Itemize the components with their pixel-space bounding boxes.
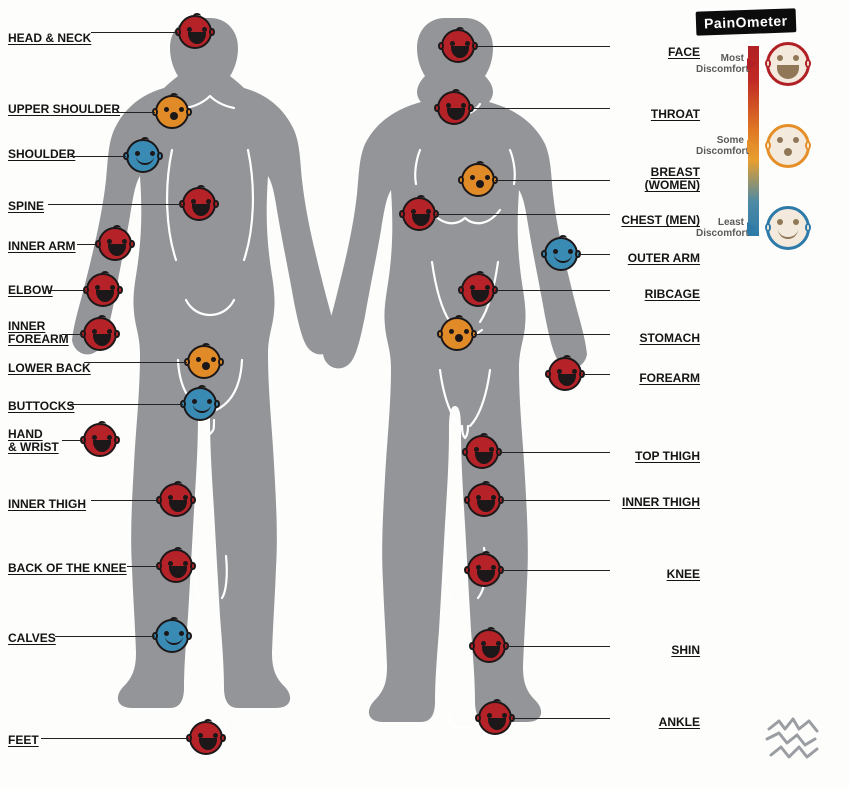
leader-line-inner-thigh-b: [91, 500, 159, 501]
label-stomach: STOMACH: [640, 332, 700, 345]
leader-line-ribcage: [495, 290, 610, 291]
label-inner-forearm: INNERFOREARM: [8, 320, 69, 346]
pain-marker-feet: [189, 721, 223, 755]
legend-row-red: MostDiscomfort: [696, 42, 810, 86]
label-knee: KNEE: [667, 568, 700, 581]
pain-marker-inner-forearm: [83, 317, 117, 351]
pain-marker-back-knee: [159, 549, 193, 583]
label-spine: SPINE: [8, 200, 44, 213]
leader-line-calves: [55, 636, 155, 637]
pain-marker-knee: [467, 553, 501, 587]
pain-marker-head-neck: [178, 15, 212, 49]
pain-marker-calves: [155, 619, 189, 653]
label-shin: SHIN: [671, 644, 700, 657]
leader-line-elbow: [48, 290, 86, 291]
leader-line-inner-arm: [77, 244, 98, 245]
leader-line-face: [475, 46, 610, 47]
pain-marker-outer-arm: [544, 237, 578, 271]
pain-marker-inner-thigh-b: [159, 483, 193, 517]
leader-line-inner-thigh-f: [501, 500, 610, 501]
leader-line-head-neck: [91, 32, 178, 33]
legend-face-blue: [766, 206, 810, 250]
label-inner-thigh-b: INNER THIGH: [8, 498, 86, 511]
leader-line-throat: [471, 108, 610, 109]
label-breast: BREAST(WOMEN): [645, 166, 700, 192]
pain-marker-buttocks: [183, 387, 217, 421]
leader-line-breast: [495, 180, 610, 181]
pain-marker-face: [441, 29, 475, 63]
pain-marker-inner-thigh-f: [467, 483, 501, 517]
pain-marker-inner-arm: [98, 227, 132, 261]
label-shoulder: SHOULDER: [8, 148, 75, 161]
pain-marker-spine: [182, 187, 216, 221]
label-inner-thigh-f: INNER THIGH: [622, 496, 700, 509]
legend-row-orange: SomeDiscomfort: [696, 124, 810, 168]
label-ribcage: RIBCAGE: [645, 288, 700, 301]
leader-line-shin: [506, 646, 610, 647]
label-head-neck: HEAD & NECK: [8, 32, 91, 45]
leader-line-inner-forearm: [62, 334, 83, 335]
leader-line-ankle: [512, 718, 610, 719]
legend-title: PainOmeter: [696, 8, 796, 35]
label-forearm: FOREARM: [639, 372, 700, 385]
pain-marker-chest: [402, 197, 436, 231]
legend-row-blue: LeastDiscomfort: [696, 206, 810, 250]
pain-legend: PainOmeter MostDiscomfortSomeDiscomfortL…: [696, 10, 831, 34]
label-throat: THROAT: [651, 108, 700, 121]
leader-line-chest: [436, 214, 610, 215]
label-chest: CHEST (MEN): [621, 214, 700, 227]
leader-line-outer-arm: [578, 254, 610, 255]
pain-marker-shin: [472, 629, 506, 663]
leader-line-hand-wrist: [62, 440, 83, 441]
leader-line-feet: [41, 738, 189, 739]
pain-marker-upper-shoulder: [155, 95, 189, 129]
label-ankle: ANKLE: [659, 716, 700, 729]
leader-line-shoulder: [70, 156, 126, 157]
pain-marker-breast: [461, 163, 495, 197]
label-top-thigh: TOP THIGH: [635, 450, 700, 463]
label-buttocks: BUTTOCKS: [8, 400, 74, 413]
pain-marker-stomach: [440, 317, 474, 351]
diagram-canvas: HEAD & NECK UPPER SHOULDER SHOULDER SPINE IN…: [0, 0, 849, 788]
pain-marker-ribcage: [461, 273, 495, 307]
watermark-logo: [761, 715, 831, 770]
leader-line-top-thigh: [499, 452, 610, 453]
label-outer-arm: OUTER ARM: [628, 252, 700, 265]
leader-line-upper-shoulder: [113, 112, 155, 113]
leader-line-lower-back: [84, 362, 187, 363]
body-silhouettes: [0, 0, 690, 780]
pain-marker-hand-wrist: [83, 423, 117, 457]
legend-face-orange: [766, 124, 810, 168]
label-calves: CALVES: [8, 632, 56, 645]
leader-line-knee: [501, 570, 610, 571]
label-lower-back: LOWER BACK: [8, 362, 91, 375]
pain-marker-throat: [437, 91, 471, 125]
label-feet: FEET: [8, 734, 39, 747]
label-upper-shoulder: UPPER SHOULDER: [8, 103, 120, 116]
label-back-knee: BACK OF THE KNEE: [8, 562, 127, 575]
pain-marker-top-thigh: [465, 435, 499, 469]
pain-marker-forearm: [548, 357, 582, 391]
leader-line-back-knee: [127, 566, 159, 567]
pain-marker-lower-back: [187, 345, 221, 379]
leader-line-stomach: [474, 334, 610, 335]
leader-line-forearm: [582, 374, 610, 375]
leader-line-buttocks: [70, 404, 183, 405]
legend-face-red: [766, 42, 810, 86]
label-elbow: ELBOW: [8, 284, 53, 297]
label-inner-arm: INNER ARM: [8, 240, 76, 253]
pain-marker-shoulder: [126, 139, 160, 173]
leader-line-spine: [48, 204, 182, 205]
label-hand-wrist: HAND& WRIST: [8, 428, 59, 454]
pain-marker-elbow: [86, 273, 120, 307]
pain-marker-ankle: [478, 701, 512, 735]
